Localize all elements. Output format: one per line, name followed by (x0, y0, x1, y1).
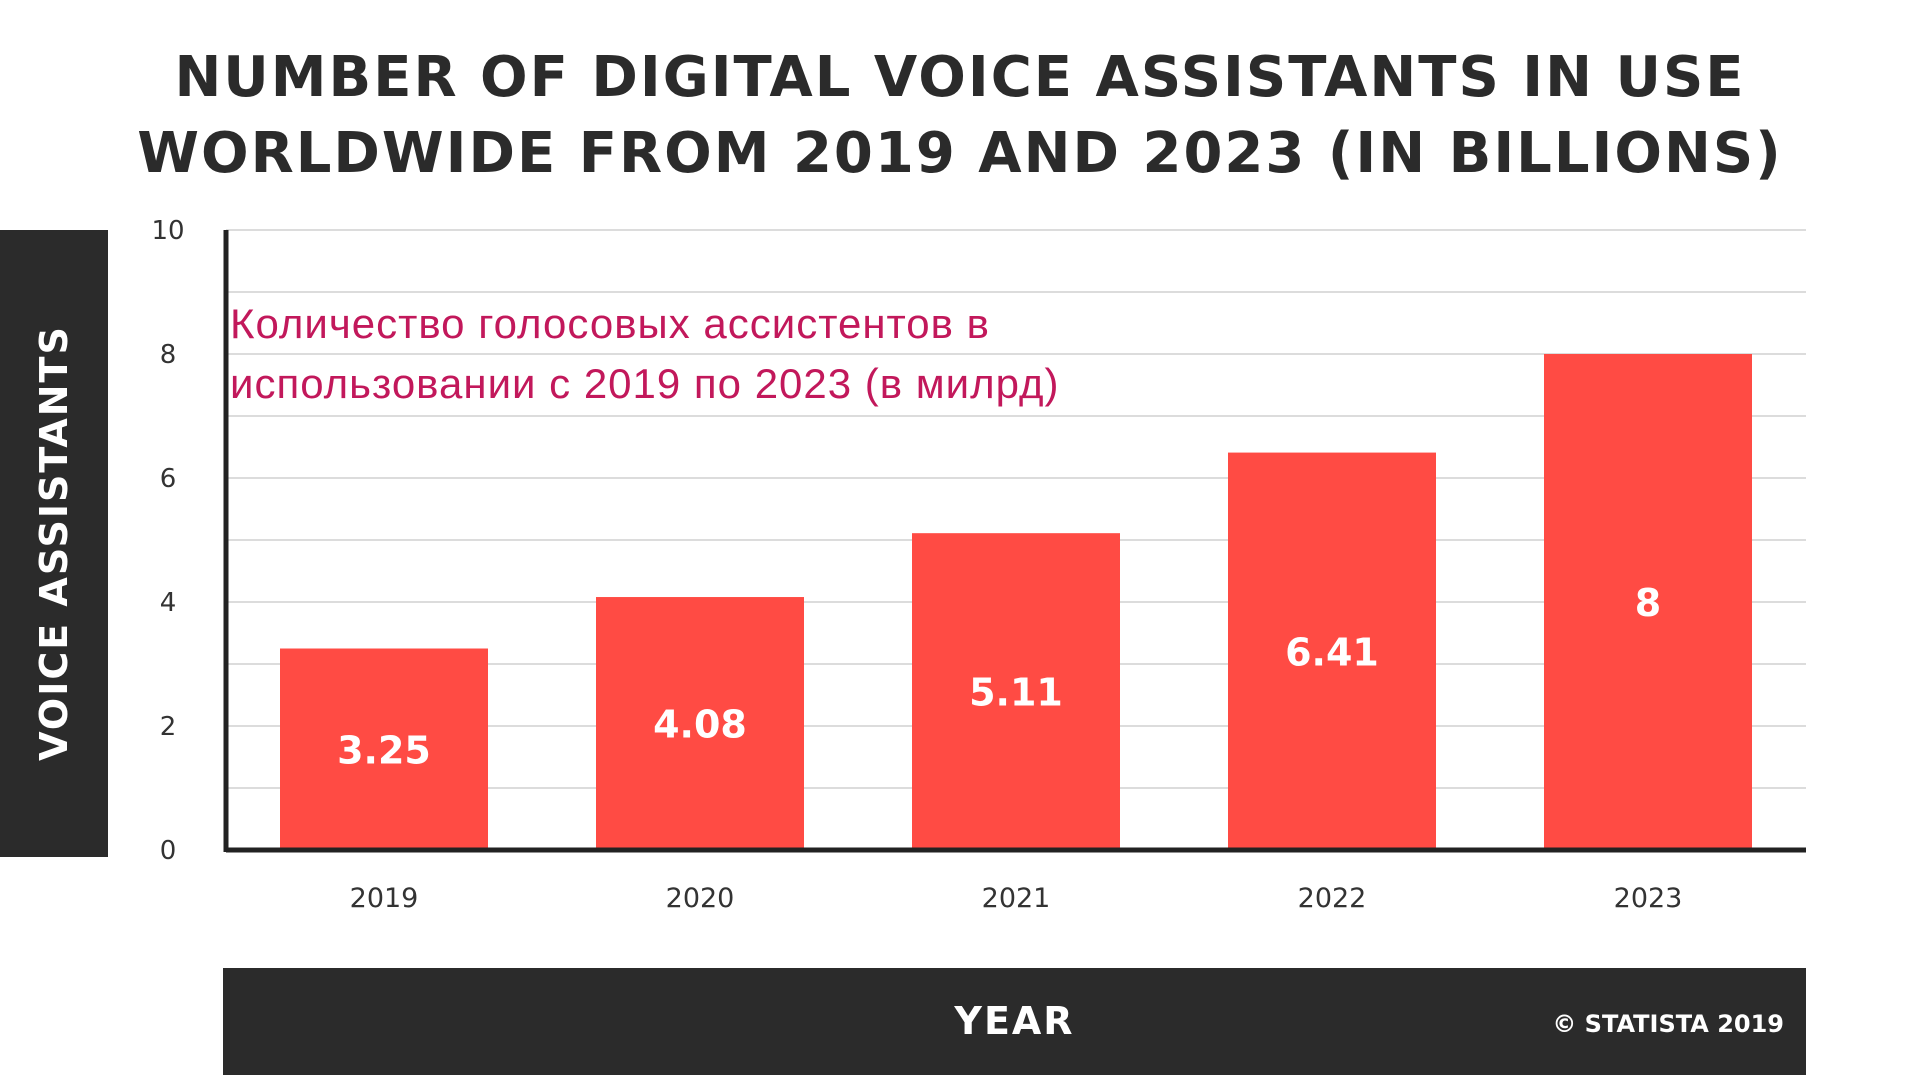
y-tick-label: 0 (160, 836, 177, 866)
y-tick-label: 8 (160, 340, 177, 370)
bar-value-label: 6.41 (1285, 630, 1379, 674)
x-tick-label: 2020 (666, 883, 735, 914)
y-tick-label: 4 (160, 588, 177, 618)
bar (1544, 354, 1752, 850)
bar-value-label: 5.11 (969, 671, 1063, 715)
x-tick-label: 2022 (1298, 883, 1367, 914)
bar-value-label: 4.08 (653, 703, 747, 747)
y-tick-label: 10 (151, 216, 184, 246)
annotation-text: Количество голосовых ассистентов в испол… (230, 294, 1060, 414)
x-axis-label-panel: YEAR © STATISTA 2019 (223, 968, 1806, 1075)
bar-value-label: 8 (1635, 581, 1661, 625)
bar-value-label: 3.25 (337, 728, 431, 772)
bar-chart: 0 2 4 6 8 10 3.25 2019 4.08 2020 5.11 2021 6.41 2022 8… (151, 216, 1806, 914)
bar (280, 648, 488, 850)
chart-title-line-2: WORLDWIDE FROM 2019 AND 2023 (IN BILLION… (137, 121, 1783, 186)
annotation-line-2: использовании с 2019 по 2023 (в милрд) (230, 360, 1060, 407)
y-axis-label-panel (0, 230, 108, 857)
annotation-line-1: Количество голосовых ассистентов в (230, 300, 990, 347)
y-tick-label: 6 (160, 464, 177, 494)
x-tick-label: 2021 (982, 883, 1051, 914)
chart-title-line-1: NUMBER OF DIGITAL VOICE ASSISTANTS IN US… (174, 45, 1746, 110)
source-credit: © STATISTA 2019 (1552, 1010, 1784, 1038)
y-tick-label: 2 (160, 712, 177, 742)
bar (912, 533, 1120, 850)
bar (596, 597, 804, 850)
x-tick-label: 2023 (1614, 883, 1683, 914)
x-axis-label: YEAR (954, 999, 1075, 1043)
x-tick-label: 2019 (350, 883, 419, 914)
chart-title: NUMBER OF DIGITAL VOICE ASSISTANTS IN US… (0, 40, 1920, 192)
bar (1228, 452, 1436, 850)
